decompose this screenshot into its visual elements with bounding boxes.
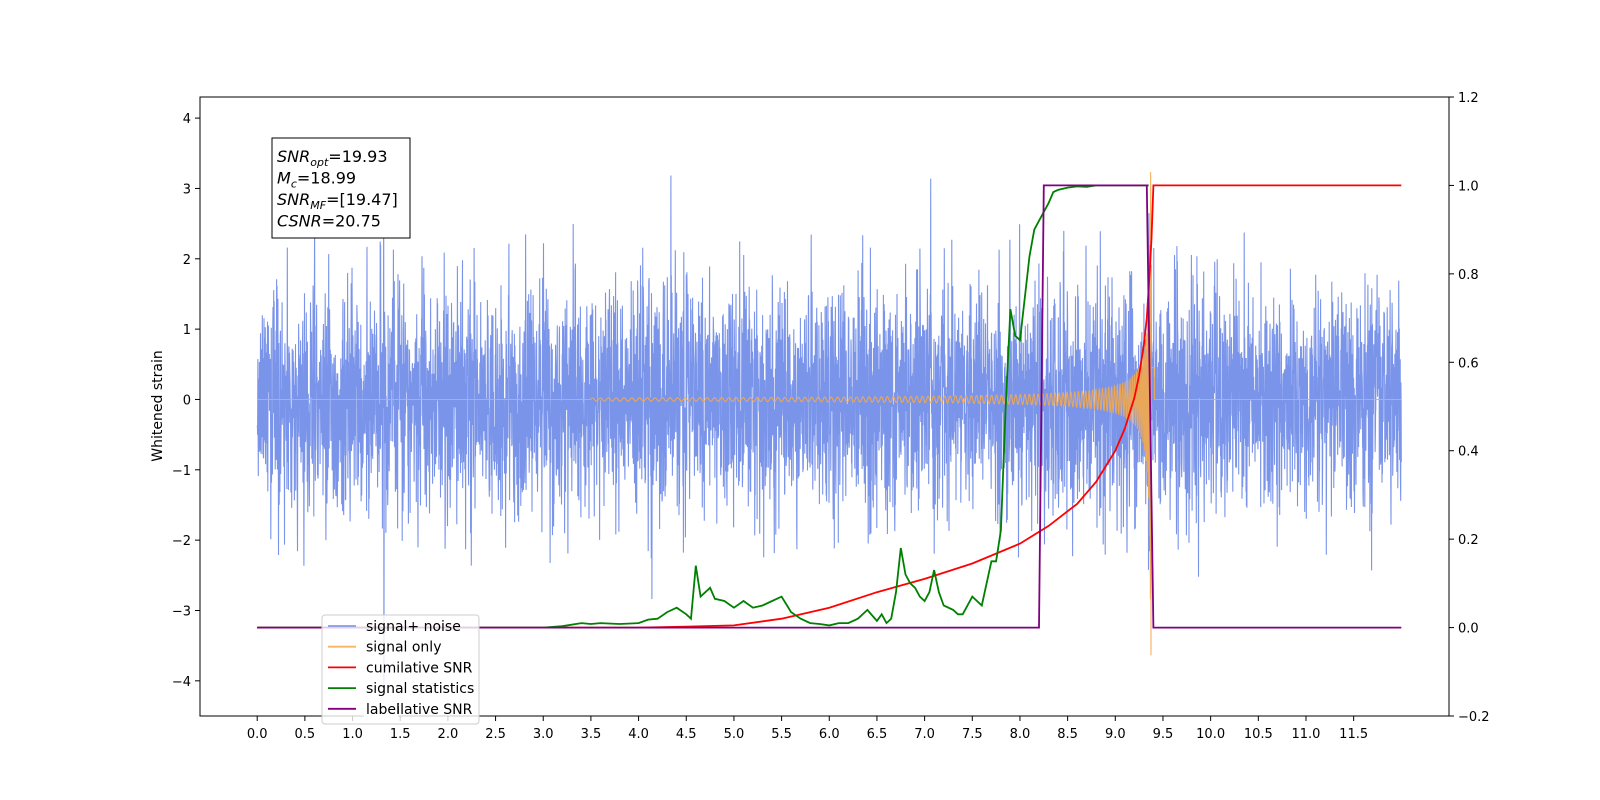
legend-mask [364,698,398,719]
x-tick-label: 6.5 [867,727,888,742]
annotation-line: Mc=18.99 [277,169,356,191]
x-tick-label: 11.0 [1292,727,1321,742]
annotation-value: =20.75 [322,212,381,231]
y-tick-label: 1 [183,323,191,338]
x-tick-label: 10.5 [1244,727,1273,742]
y2-tick-label: −0.2 [1458,710,1490,725]
y-tick-label: −4 [172,675,191,690]
x-tick-label: 7.0 [914,727,935,742]
x-tick-label: 0.0 [247,727,268,742]
plot-frame [199,96,1450,717]
x-tick-label: 2.5 [485,727,506,742]
y-axis-label: Whitened strain [150,350,166,461]
y-tick-label: −3 [172,604,191,619]
x-tick-label: 10.0 [1196,727,1225,742]
x-tick-label: 3.0 [533,727,554,742]
x-tick-label: 1.5 [390,727,411,742]
series-statistics-line [257,184,1149,629]
annotation-value: =18.99 [297,169,356,188]
x-tick-label: 6.0 [819,727,840,742]
x-tick-label: 2.0 [438,727,459,742]
annotation-sub: opt [310,156,329,169]
y-axis-left: 4 3 2 1 0 −1 −2 −3 −4 [172,112,200,690]
y2-tick-label: 1.0 [1458,179,1479,194]
legend-label-noise: signal+ noise [366,619,461,635]
annotation-var: CSNR [277,212,322,231]
x-tick-label: 3.5 [581,727,602,742]
x-tick-label: 7.5 [962,727,983,742]
legend-label-signal: signal only [366,640,441,656]
y2-tick-label: 0.0 [1458,622,1479,637]
annotation-var: SNR [277,147,310,166]
series-label-line [257,184,1402,629]
x-axis: 0.0 0.5 1.0 1.5 2.0 2.5 3.0 3.5 4.0 4.5 5.0 5.5 6.0 6… [247,716,1368,742]
annotation-box: SNRopt=19.93Mc=18.99SNRMF=[19.47]CSNR=20… [271,137,411,239]
annotation-sub: MF [310,199,326,212]
y-tick-label: 4 [183,112,191,127]
y-tick-label: −2 [172,534,191,549]
y-tick-label: 2 [183,253,191,268]
y2-tick-label: 0.6 [1458,356,1479,371]
y-axis-right: 1.2 1.0 0.8 0.6 0.4 0.2 0.0 −0.2 [1449,91,1490,725]
annotation-frame [271,137,411,239]
legend-frame [321,614,480,725]
series-signal-line [257,172,1402,656]
x-tick-label: 5.5 [771,727,792,742]
legend-label-cumulative: cumilative SNR [366,660,473,676]
x-tick-label: 8.0 [1010,727,1031,742]
y2-tick-label: 0.8 [1458,268,1479,283]
y-tick-label: 3 [183,182,191,197]
series-cumulative-line [257,184,1402,629]
y2-tick-label: 0.2 [1458,533,1479,548]
x-tick-label: 1.0 [342,727,363,742]
y-tick-label: 0 [183,393,191,408]
x-tick-label: 4.0 [628,727,649,742]
legend-label-label: label [366,702,400,718]
annotation-var: SNR [277,190,310,209]
y2-tick-label: 1.2 [1458,91,1479,106]
y2-tick-label: 0.4 [1458,445,1479,460]
x-tick-label: 0.5 [295,727,316,742]
x-tick-label: 5.0 [724,727,745,742]
annotation-line: CSNR=20.75 [277,212,381,231]
x-tick-label: 4.5 [676,727,697,742]
legend-label-statistics: signal statistics [366,681,474,697]
annotation-var: M [277,169,291,188]
annotation-sub: c [291,178,297,191]
annotation-value: =[19.47] [326,190,398,209]
x-tick-label: 11.5 [1339,727,1368,742]
y-tick-label: −1 [172,464,191,479]
annotation-value: =19.93 [328,147,387,166]
series-noise-line [256,153,1402,688]
x-tick-label: 9.0 [1105,727,1126,742]
annotation-line: SNRMF=[19.47] [277,190,398,212]
plot-area [256,153,1402,688]
x-tick-label: 9.5 [1153,727,1174,742]
x-tick-label: 8.5 [1057,727,1078,742]
annotation-line: SNRopt=19.93 [277,147,388,169]
